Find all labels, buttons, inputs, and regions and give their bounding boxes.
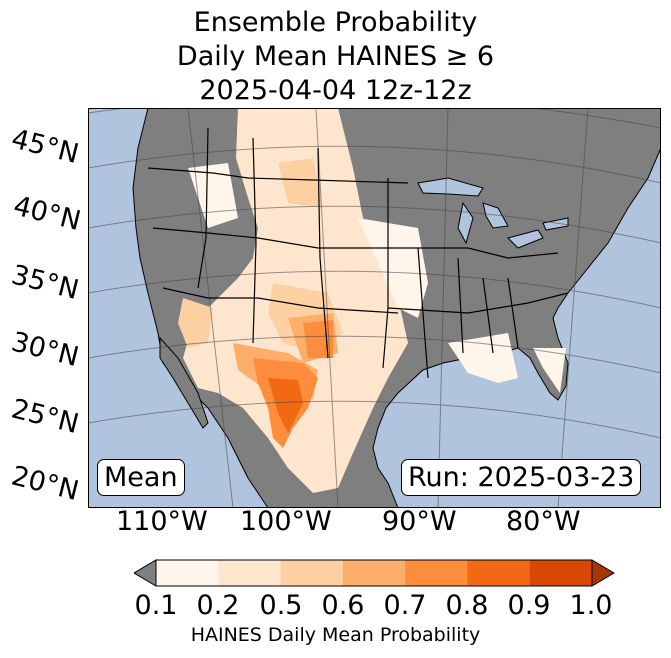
- cbar-tick-0: 0.1: [134, 590, 178, 621]
- lat-label-40: 40°N: [10, 190, 84, 238]
- probability-shading: [178, 108, 566, 493]
- mean-box: Mean: [97, 459, 185, 496]
- lat-label-20: 20°N: [8, 460, 82, 508]
- colorbar-segment: [342, 560, 406, 586]
- baja-peninsula: [159, 336, 209, 429]
- cbar-tick-3: 0.6: [321, 590, 365, 621]
- title-line-3: 2025-04-04 12z-12z: [199, 75, 472, 106]
- lon-label-90: 90°W: [382, 506, 457, 537]
- colorbar-segment: [467, 560, 531, 586]
- colorbar-segment: [280, 560, 344, 586]
- cbar-tick-7: 1.0: [569, 590, 613, 621]
- cbar-tick-2: 0.5: [259, 590, 303, 621]
- lat-label-30: 30°N: [8, 326, 82, 374]
- lon-label-80: 80°W: [506, 506, 581, 537]
- lon-label-110: 110°W: [116, 506, 208, 537]
- title-line-2: Daily Mean HAINES ≥ 6: [176, 41, 495, 72]
- cbar-tick-4: 0.7: [383, 590, 427, 621]
- run-date-box: Run: 2025-03-23: [401, 459, 642, 496]
- colorbar-label: HAINES Daily Mean Probability: [190, 624, 481, 646]
- lat-label-25: 25°N: [8, 393, 82, 441]
- colorbar-segment: [156, 560, 219, 586]
- cbar-tick-6: 0.9: [507, 590, 551, 621]
- colorbar: [134, 559, 615, 587]
- lat-label-45: 45°N: [8, 123, 82, 171]
- colorbar-segment: [529, 560, 593, 586]
- probability-map: [88, 108, 661, 508]
- colorbar-over-extension: [591, 559, 615, 587]
- state-borders: [147, 127, 569, 379]
- title-line-1: Ensemble Probability: [193, 7, 478, 38]
- colorbar-under-extension: [134, 559, 157, 587]
- great-lakes: [417, 177, 569, 249]
- cbar-tick-5: 0.8: [445, 590, 489, 621]
- colorbar-segment: [218, 560, 282, 586]
- colorbar-segment: [405, 560, 468, 586]
- cbar-tick-1: 0.2: [196, 590, 240, 621]
- lon-label-100: 100°W: [240, 506, 332, 537]
- lat-label-35: 35°N: [8, 259, 82, 307]
